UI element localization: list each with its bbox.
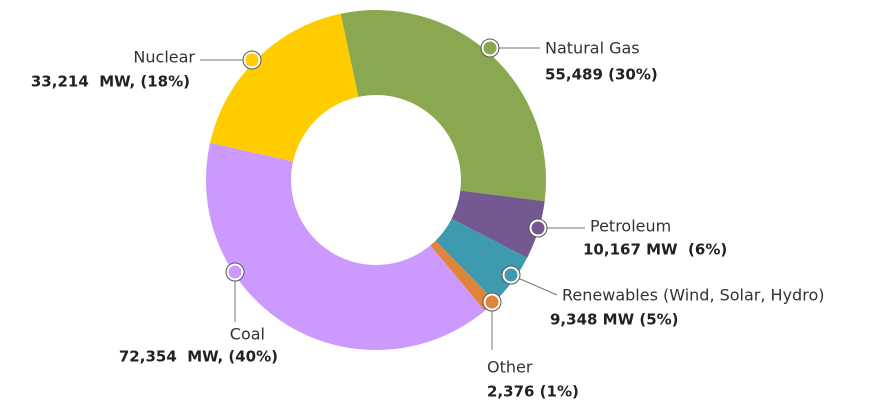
data-label: 10,167 MW (6%) bbox=[583, 241, 727, 259]
pie-slice bbox=[430, 240, 495, 311]
legend-label: Nuclear bbox=[133, 48, 195, 67]
data-label: 33,214 MW, (18%) bbox=[31, 73, 190, 91]
label-dot bbox=[483, 41, 497, 55]
legend-label: Petroleum bbox=[590, 217, 671, 236]
legend-label: Coal bbox=[230, 325, 265, 344]
legend-label: Renewables (Wind, Solar, Hydro) bbox=[562, 286, 824, 305]
pie-slice bbox=[340, 10, 546, 202]
data-label: 9,348 MW (5%) bbox=[550, 311, 679, 329]
data-label: 2,376 (1%) bbox=[487, 383, 579, 400]
label-dot bbox=[504, 268, 518, 282]
data-label: 72,354 MW, (40%) bbox=[119, 348, 278, 366]
legend-label: Natural Gas bbox=[545, 39, 640, 58]
data-label: 55,489 (30%) bbox=[545, 66, 658, 84]
pie-slice bbox=[210, 13, 359, 162]
legend-label: Other bbox=[487, 358, 533, 377]
pie-slice bbox=[451, 190, 545, 258]
label-dot bbox=[245, 53, 259, 67]
label-dot bbox=[228, 265, 242, 279]
label-dot bbox=[485, 295, 499, 309]
pie-slice bbox=[205, 142, 485, 351]
label-dot bbox=[531, 221, 545, 235]
